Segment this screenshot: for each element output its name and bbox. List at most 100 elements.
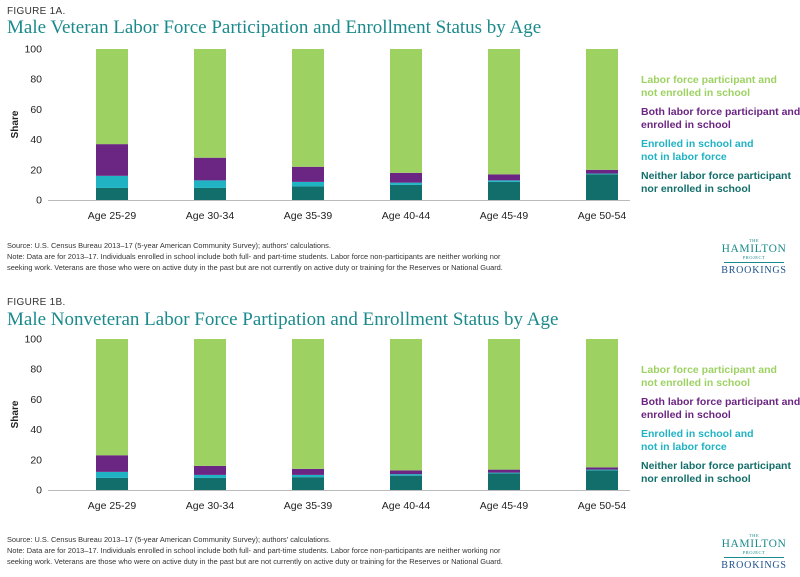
bar-segment: [96, 455, 128, 472]
logo-divider: [724, 262, 784, 263]
hamilton-brookings-logo: THE HAMILTON PROJECT BROOKINGS: [718, 533, 790, 571]
bar-segment: [488, 469, 520, 473]
note-line: Note: Data are for 2013–17. Individuals …: [7, 546, 501, 555]
bar-segment: [586, 173, 618, 175]
bar-segment: [194, 465, 226, 475]
y-axis-label: Share: [10, 110, 21, 138]
bar-segment: [390, 339, 422, 471]
source-note: Source: U.S. Census Bureau 2013–17 (5-ye…: [7, 535, 331, 544]
legend-label: Enrolled in school and: [641, 138, 754, 150]
x-tick-label: Age 45-49: [480, 500, 529, 512]
y-tick-label: 60: [30, 394, 42, 406]
logo-the: THE: [748, 533, 760, 538]
logo-divider: [724, 557, 784, 558]
legend-label: enrolled in school: [641, 119, 731, 131]
chart-notes: Source: U.S. Census Bureau 2013–17 (5-ye…: [7, 240, 607, 273]
figure-label: FIGURE 1A.: [7, 6, 66, 17]
bar-segment: [292, 474, 324, 478]
source-note: Source: U.S. Census Bureau 2013–17 (5-ye…: [7, 241, 331, 250]
x-tick-label: Age 35-39: [284, 500, 333, 512]
x-tick-label: Age 50-54: [578, 500, 627, 512]
bar-segment: [390, 184, 422, 200]
bar-segment: [390, 182, 422, 185]
x-tick-label: Age 40-44: [382, 500, 431, 512]
bar-segment: [292, 166, 324, 182]
legend-label: Neither labor force participant: [641, 170, 791, 182]
y-tick-label: 40: [30, 134, 42, 146]
bar-segment: [390, 470, 422, 475]
y-tick-label: 80: [30, 74, 42, 86]
bar-segment: [194, 180, 226, 188]
logo-hamilton: HAMILTON: [721, 538, 787, 550]
bar-segment: [586, 470, 618, 490]
legend-label: Both labor force participant and: [641, 106, 800, 118]
chart-1a: 0 20 40 60 80 100 Share Age 25-29 Age 30-34 Age 3…: [10, 44, 800, 223]
chart-1b: 0 20 40 60 80 100 Share Age 25-29 Age 30-34 Age 3…: [10, 334, 800, 513]
bar-segment: [194, 477, 226, 490]
legend-label: not in labor force: [641, 441, 727, 453]
legend-label: not in labor force: [641, 151, 727, 163]
chart-title: Male Veteran Labor Force Participation a…: [7, 17, 542, 38]
y-tick-label: 20: [30, 454, 42, 466]
bar-segment: [488, 180, 520, 182]
bar-segment: [292, 477, 324, 490]
x-tick-label: Age 30-34: [186, 210, 235, 222]
y-tick-label: 40: [30, 424, 42, 436]
x-tick-label: Age 50-54: [578, 210, 627, 222]
y-axis-label: Share: [10, 400, 21, 428]
y-tick-label: 80: [30, 364, 42, 376]
legend-label: not enrolled in school: [641, 377, 750, 389]
x-tick-label: Age 35-39: [284, 210, 333, 222]
x-tick-label: Age 30-34: [186, 500, 235, 512]
bar-segment: [488, 472, 520, 474]
chart-notes: Source: U.S. Census Bureau 2013–17 (5-ye…: [7, 534, 607, 567]
legend-label: enrolled in school: [641, 409, 731, 421]
y-tick-label: 100: [24, 334, 42, 346]
bar-segment: [390, 49, 422, 173]
note-line: Note: Data are for 2013–17. Individuals …: [7, 252, 501, 261]
bar-segment: [292, 181, 324, 187]
legend-label: Both labor force participant and: [641, 396, 800, 408]
logo-brookings: BROOKINGS: [721, 560, 787, 571]
bar-segment: [488, 181, 520, 200]
bar-segment: [96, 187, 128, 200]
logo-hamilton: HAMILTON: [721, 243, 787, 255]
bar-segment: [96, 49, 128, 145]
bar-segment: [292, 49, 324, 167]
bar-segment: [292, 186, 324, 200]
legend-label: nor enrolled in school: [641, 473, 751, 485]
bar-segment: [390, 475, 422, 490]
y-tick-label: 0: [36, 485, 42, 497]
figure-label: FIGURE 1B.: [7, 297, 66, 308]
y-tick-label: 100: [24, 44, 42, 56]
bar-segment: [194, 157, 226, 181]
legend-label: nor enrolled in school: [641, 183, 751, 195]
y-tick-label: 0: [36, 195, 42, 207]
logo-brookings: BROOKINGS: [721, 265, 787, 276]
bar-segment: [390, 474, 422, 476]
bar-segment: [390, 172, 422, 183]
bar-segment: [194, 187, 226, 200]
legend-label: Enrolled in school and: [641, 428, 754, 440]
legend-label: not enrolled in school: [641, 87, 750, 99]
logo-project: PROJECT: [742, 255, 766, 260]
bar-segment: [586, 339, 618, 468]
bar-segment: [194, 474, 226, 478]
bar-segment: [96, 477, 128, 490]
x-tick-label: Age 25-29: [88, 210, 137, 222]
note-line: seeking work. Veterans are those who wer…: [7, 263, 503, 272]
bar-segment: [292, 468, 324, 475]
bar-segment: [488, 339, 520, 470]
y-tick-label: 60: [30, 104, 42, 116]
bar-segment: [586, 49, 618, 170]
bar-segment: [586, 469, 618, 471]
bar-segment: [488, 473, 520, 490]
bar-segment: [488, 174, 520, 181]
legend-label: Labor force participant and: [641, 74, 777, 86]
logo-the: THE: [748, 238, 760, 243]
hamilton-brookings-logo: THE HAMILTON PROJECT BROOKINGS: [718, 238, 790, 276]
bar-segment: [586, 174, 618, 200]
x-tick-label: Age 45-49: [480, 210, 529, 222]
bar-segment: [96, 339, 128, 456]
bar-segment: [488, 49, 520, 175]
